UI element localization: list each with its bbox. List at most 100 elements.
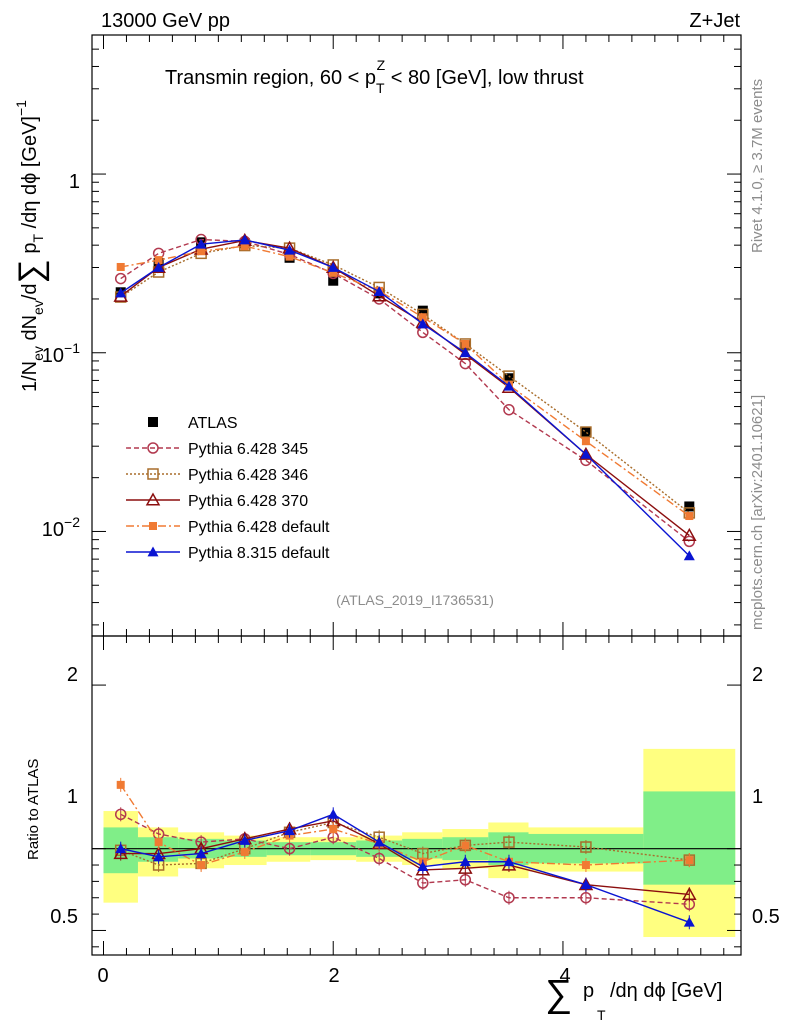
x-tick-labels: 0 2 4 (97, 965, 570, 987)
legend-entry: ATLAS (148, 415, 238, 432)
data-point (239, 234, 251, 245)
x-axis-label: ∑ p T /dη dϕ [GeV] (545, 973, 722, 1023)
data-point (461, 339, 470, 348)
ratio-data-point (284, 825, 296, 836)
mcplots-label: mcplots.cern.ch [arXiv:2401.10621] (749, 395, 766, 630)
legend: ATLAS Pythia 6.428 345 Pythia 6.428 346 Pyt… (126, 415, 330, 562)
main-y-tick-labels: 1 10−1 10−2 (42, 171, 80, 541)
legend-marker (147, 468, 159, 480)
ratio-data-point (240, 847, 249, 856)
rivet-version-label: Rivet 4.1.0, ≥ 3.7M events (749, 79, 766, 253)
data-point (503, 403, 515, 416)
data-point (503, 373, 514, 384)
svg-text:Ratio to ATLAS: Ratio to ATLAS (25, 759, 42, 860)
ratio-data-point (685, 856, 694, 865)
main-title: Transmin region, 60 < pTZ < 80 [GeV], lo… (165, 57, 584, 96)
legend-entry: Pythia 6.428 default (126, 519, 330, 536)
analysis-id: (ATLAS_2019_I1736531) (336, 592, 494, 608)
ratio-series-line (120, 813, 690, 923)
ratio-data-point (580, 879, 592, 890)
data-point (580, 427, 591, 438)
ratio-data-point (503, 856, 515, 867)
ratio-data-point (417, 877, 429, 889)
ratio-data-point (153, 851, 165, 862)
legend-label: Pythia 6.428 370 (188, 493, 308, 510)
legend-entry: Pythia 8.315 default (126, 545, 330, 562)
main-series-layer (113, 232, 697, 561)
ratio-tick-label-right-1: 1 (752, 786, 763, 808)
ratio-tick-label-1: 1 (67, 786, 78, 808)
svg-text:T: T (597, 1007, 606, 1023)
ratio-data-point (197, 861, 206, 870)
legend-marker (145, 492, 161, 506)
data-point (580, 448, 592, 459)
ratio-data-point (373, 852, 385, 865)
data-point (578, 446, 594, 460)
ratio-data-point (195, 848, 207, 858)
data-point (684, 501, 695, 512)
ratio-tick-label-0.5: 0.5 (50, 906, 78, 928)
data-point (114, 272, 127, 285)
ratio-series-layer (113, 777, 697, 930)
series-line (120, 245, 690, 517)
legend-label: Pythia 6.428 346 (188, 467, 308, 484)
svg-text:/dη dϕ [GeV]: /dη dϕ [GeV] (610, 980, 722, 1002)
y-tick-label-0.01: 10−2 (42, 514, 80, 541)
header-process: Z+Jet (689, 10, 740, 32)
data-point (682, 527, 697, 541)
main-y-axis-label: 1/Nev dNev/d∑ pT /dη dϕ [GeV]−1 (12, 100, 50, 392)
ratio-data-point (683, 916, 695, 927)
data-point (154, 256, 163, 265)
data-point (683, 535, 696, 548)
ratio-data-point (154, 838, 163, 847)
legend-label: Pythia 6.428 345 (188, 441, 308, 458)
ratio-data-point (461, 841, 470, 850)
band-green (643, 791, 736, 885)
legend-marker (147, 546, 159, 557)
ratio-data-point (373, 836, 385, 847)
ratio-y-tick-labels: 2 1 0.5 2 1 0.5 (50, 664, 780, 928)
ratio-data-point (417, 861, 429, 872)
data-point (685, 512, 694, 521)
svg-text:p: p (583, 980, 594, 1002)
data-point (418, 313, 427, 322)
data-point (417, 305, 428, 316)
ratio-series-line (120, 813, 690, 905)
svg-text:1/Nev dNev/d∑ pT /dη dϕ [GeV]: 1/Nev dNev/d∑ pT /dη dϕ [GeV]−1 (12, 100, 50, 392)
ratio-tick-label-right-2: 2 (752, 664, 763, 686)
data-point (327, 261, 339, 272)
ratio-series-pythia-8-315-default (115, 807, 695, 930)
ratio-data-point (115, 843, 127, 854)
ratio-data-point (503, 891, 515, 904)
data-point (285, 252, 294, 261)
ratio-y-axis-label: Ratio to ATLAS (25, 759, 42, 860)
svg-text:Rivet 4.1.0, ≥ 3.7M events: Rivet 4.1.0, ≥ 3.7M events (749, 79, 766, 253)
ratio-uncertainty-bands (103, 748, 736, 938)
ratio-data-point (503, 836, 515, 848)
svg-text:mcplots.cern.ch [arXiv:2401.10: mcplots.cern.ch [arXiv:2401.10621] (749, 395, 766, 630)
ratio-series-line (120, 784, 690, 866)
series-line (120, 239, 690, 557)
ratio-series-line (120, 820, 690, 896)
data-point (153, 261, 165, 272)
series-line (120, 238, 690, 542)
legend-entry: Pythia 6.428 345 (126, 441, 308, 458)
ratio-data-point (116, 780, 125, 789)
ratio-data-point (329, 825, 338, 834)
legend-marker (148, 417, 158, 427)
data-point (151, 259, 166, 274)
data-point (329, 268, 338, 277)
data-point (683, 550, 695, 561)
data-point (240, 242, 249, 251)
main-axis-ticks (92, 34, 741, 955)
data-point (503, 380, 515, 391)
data-point (197, 247, 206, 256)
ratio-series-line (120, 821, 690, 866)
series-pythia-8-315-default (115, 234, 695, 561)
data-point (581, 437, 590, 446)
ratio-data-point (327, 808, 339, 819)
series-line (120, 244, 690, 514)
ratio-data-point (581, 861, 590, 870)
x-tick-label-2: 2 (328, 965, 339, 987)
